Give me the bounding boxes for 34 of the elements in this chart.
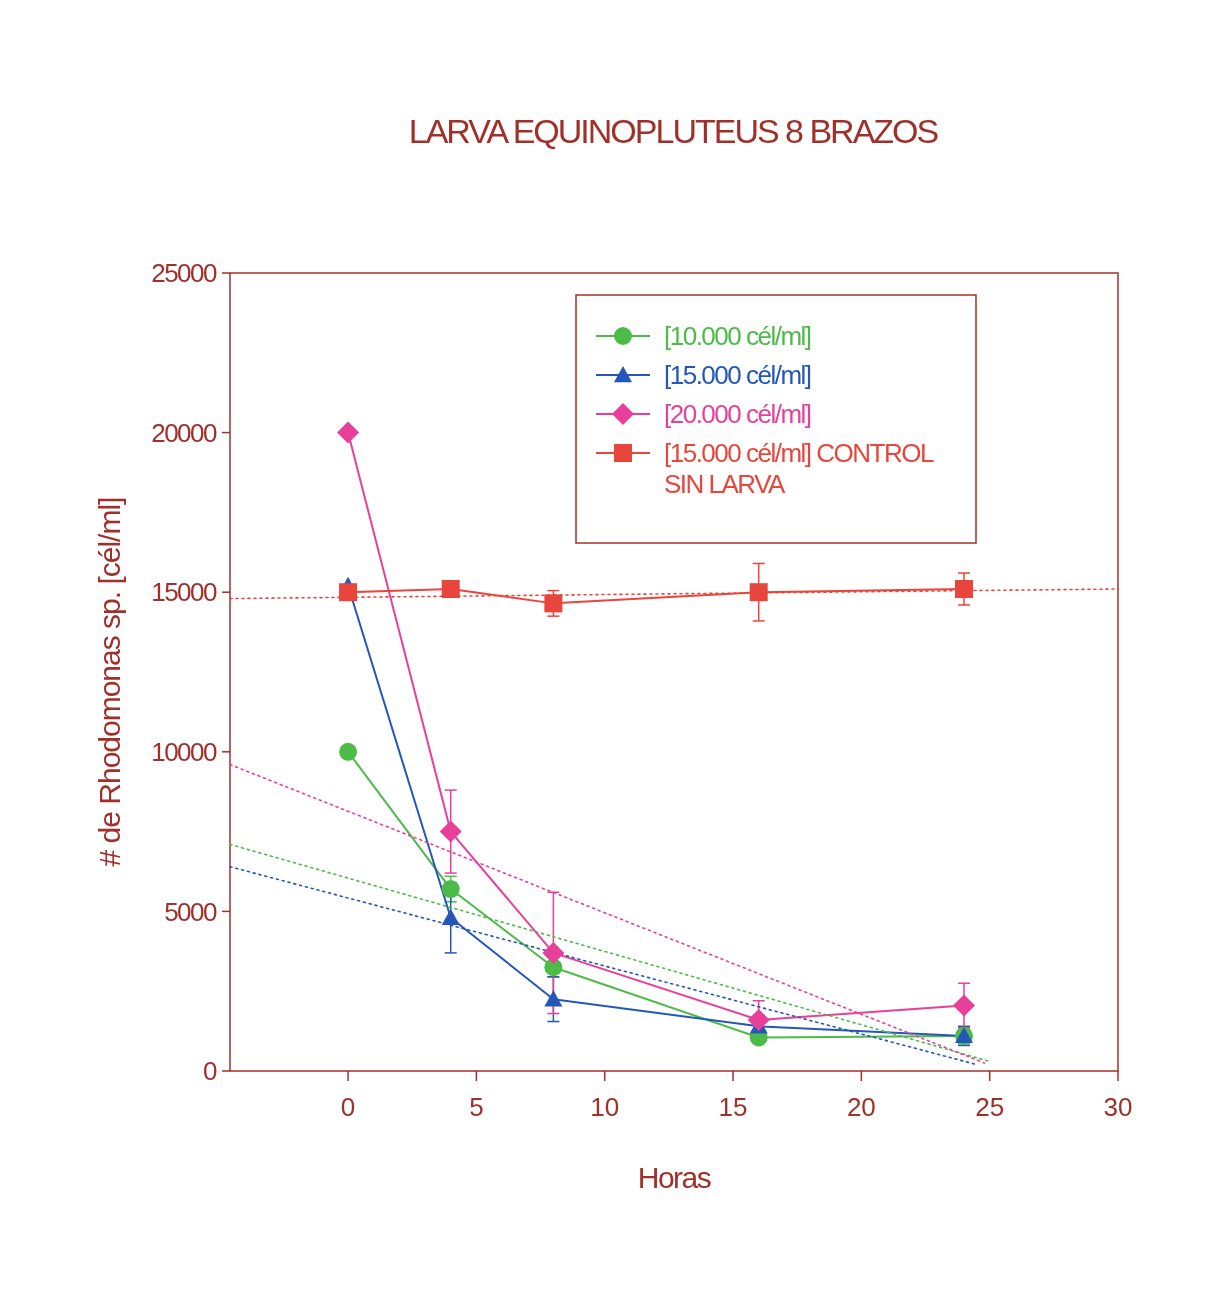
- point: [441, 908, 460, 925]
- chart-title: LARVA EQUINOPLUTEUS 8 BRAZOS: [408, 112, 939, 150]
- point: [544, 594, 563, 613]
- y-tick-label: 5000: [164, 896, 218, 927]
- y-axis-title: # de Rhodomonas sp. [cél/ml]: [93, 497, 126, 867]
- point: [955, 580, 974, 599]
- x-tick-label: 5: [469, 1092, 484, 1122]
- x-tick-label: 25: [975, 1092, 1005, 1122]
- x-tick-label: 30: [1103, 1092, 1133, 1122]
- y-tick-label: 10000: [151, 736, 218, 767]
- x-tick-label: 20: [846, 1092, 876, 1122]
- legend-label: [15.000 cél/ml]: [664, 360, 811, 391]
- point: [439, 820, 462, 843]
- point: [339, 583, 358, 602]
- y-tick-label: 0: [203, 1056, 218, 1087]
- point: [441, 580, 460, 599]
- point: [339, 742, 358, 761]
- x-tick-label: 0: [340, 1092, 356, 1122]
- point: [337, 421, 360, 444]
- point: [749, 583, 768, 602]
- legend-label: [10.000 cél/ml]: [664, 321, 811, 352]
- point: [544, 990, 563, 1007]
- x-tick-label: 10: [590, 1092, 620, 1122]
- point: [441, 880, 460, 899]
- y-tick-label: 15000: [151, 577, 218, 608]
- legend-label: [20.000 cél/ml]: [664, 399, 811, 430]
- x-tick-label: 15: [718, 1092, 748, 1122]
- x-axis-title: Horas: [637, 1161, 711, 1194]
- point: [542, 941, 565, 964]
- point: [953, 994, 976, 1017]
- point: [747, 1008, 770, 1031]
- y-tick-label: 25000: [151, 258, 218, 289]
- y-tick-label: 20000: [151, 417, 218, 448]
- legend-label: [15.000 cél/ml] CONTROL SIN LARVA: [664, 438, 934, 500]
